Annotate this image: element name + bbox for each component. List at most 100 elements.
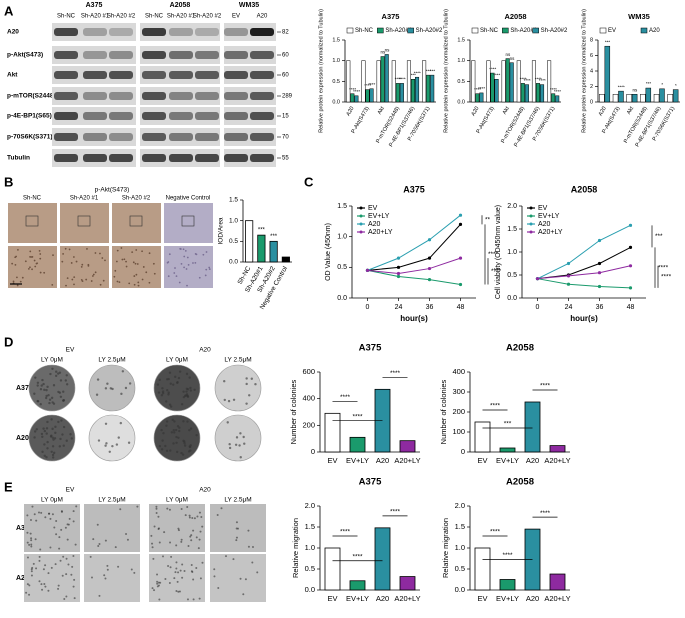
cell-spot <box>49 517 52 520</box>
x-tick-label: A20 <box>526 456 539 465</box>
significance-label: **** <box>535 77 542 82</box>
cell-spot <box>196 515 199 518</box>
significance-label: * <box>661 82 663 87</box>
cell-spot <box>30 543 33 546</box>
ihc-cell <box>15 255 18 258</box>
y-tick-label: 0.0 <box>507 295 517 302</box>
ihc-cell <box>208 268 211 270</box>
cell-spot <box>201 561 204 564</box>
x-tick-label: 36 <box>426 304 434 311</box>
ihc-cell <box>85 278 88 281</box>
ihc-cell <box>194 261 197 264</box>
point <box>396 274 401 279</box>
y-tick-label: 0.0 <box>455 585 465 594</box>
bar <box>415 76 420 103</box>
ihc-cell <box>131 251 134 254</box>
cell-spot <box>28 543 31 546</box>
y-axis-label: OD Value (450nm) <box>325 223 332 281</box>
ihc-cell <box>29 266 31 269</box>
cell-spot <box>185 372 189 376</box>
ihc-cell <box>125 265 128 268</box>
cell-spot <box>153 589 156 592</box>
protein-label: p-mTOR(S2448) <box>7 93 56 100</box>
cell-spot <box>44 585 47 588</box>
legend-swatch <box>471 27 479 34</box>
significance-label: *** <box>430 68 436 73</box>
ihc-cell <box>94 252 97 254</box>
ihc-cell <box>16 284 19 287</box>
cell-spot <box>33 436 36 439</box>
lane-label: Sh-NC <box>145 14 164 20</box>
lane-label: Sh-A20 #2 <box>193 14 222 20</box>
ihc-cell <box>185 268 188 270</box>
cell-spot <box>62 444 65 447</box>
blot-band <box>195 154 219 162</box>
cell-spot <box>52 438 55 441</box>
ihc-cell <box>184 249 187 252</box>
cell-spot <box>65 383 69 386</box>
cell-spot <box>45 456 48 459</box>
cell-spot <box>57 584 60 587</box>
ihc-cell <box>205 251 208 253</box>
ihc-cell <box>186 256 189 259</box>
bar <box>369 88 374 103</box>
cell-spot <box>175 544 178 547</box>
bar <box>640 94 646 103</box>
ihc-cell <box>133 275 136 277</box>
cell-spot <box>182 439 185 443</box>
ihc-zoom-box <box>77 215 91 227</box>
ihc-cell <box>116 280 119 283</box>
ihc-cell <box>87 264 90 267</box>
kda-label: 55 <box>282 156 289 162</box>
ihc-image <box>8 203 57 243</box>
cell-spot <box>181 576 184 579</box>
y-tick-label: 200 <box>452 407 465 416</box>
cell-spot <box>62 399 65 402</box>
blot-band <box>54 28 78 36</box>
ihc-title: p-Akt(S473) <box>95 187 130 194</box>
ihc-cell <box>39 257 42 260</box>
blot-band <box>250 154 274 162</box>
cell-spot <box>54 563 57 566</box>
group-label: EV <box>66 347 75 354</box>
bracket-label: *** <box>655 233 663 240</box>
cell-spot <box>51 445 55 448</box>
cell-spot <box>178 590 181 593</box>
ihc-cell <box>12 280 15 283</box>
cell-spot <box>184 514 187 517</box>
cell-spot <box>152 557 155 560</box>
point <box>427 238 432 242</box>
ihc-cell <box>128 282 131 285</box>
cell-spot <box>244 578 247 581</box>
cell-spot <box>167 565 170 568</box>
cell-spot <box>51 453 55 457</box>
cell-spot <box>75 505 78 508</box>
x-tick-label: A20+LY <box>394 594 420 603</box>
y-tick-label: 4 <box>590 68 593 74</box>
point <box>597 238 602 243</box>
cell-spot <box>26 514 29 517</box>
cell-spot <box>185 390 188 393</box>
ihc-cell <box>36 262 39 265</box>
bar <box>667 94 673 103</box>
ihc-cell <box>80 278 83 281</box>
ihc-cell <box>104 259 106 262</box>
cell-spot <box>50 566 53 569</box>
cell-spot <box>223 398 226 402</box>
cell-spot <box>156 580 159 583</box>
cell-spot <box>43 454 46 457</box>
ihc-cell <box>70 262 73 264</box>
condition-label: LY 0μM <box>166 497 188 504</box>
ihc-cell <box>180 262 183 265</box>
cell-spot <box>40 511 43 514</box>
x-tick-label: 36 <box>596 304 604 311</box>
cell-spot <box>51 427 54 431</box>
cell-spot <box>98 543 101 546</box>
bar <box>516 60 521 103</box>
ihc-image-zoom <box>8 246 57 288</box>
cell-spot <box>151 542 154 545</box>
significance-label: **** <box>364 83 371 88</box>
legend-label: A20 <box>368 221 381 228</box>
cell-spot <box>243 442 246 445</box>
cell-spot <box>69 433 72 436</box>
